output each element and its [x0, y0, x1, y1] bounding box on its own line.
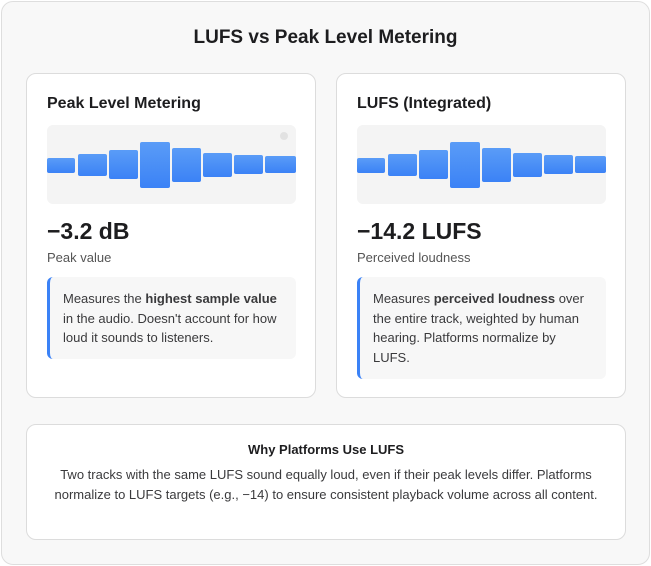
- meter-bar: [140, 142, 170, 188]
- meter-bar: [419, 150, 448, 179]
- meter-bar: [234, 155, 263, 174]
- why-title: Why Platforms Use LUFS: [247, 442, 405, 457]
- peak-value-label: Peak value: [47, 250, 112, 265]
- note-emphasis: perceived loudness: [433, 291, 556, 306]
- meter-bar: [544, 155, 573, 174]
- meter-bar: [450, 142, 480, 188]
- meter-bar: [575, 156, 606, 173]
- lufs-value: −14.2 LUFS: [357, 218, 482, 244]
- meter-bar: [78, 154, 107, 176]
- meter-bar: [513, 153, 542, 177]
- meter-bar: [357, 158, 385, 173]
- peak-meter-visual: [47, 125, 296, 204]
- drag-handle-icon: [280, 132, 288, 140]
- lufs-value-label: Perceived loudness: [357, 250, 471, 265]
- note-text: Measures the: [63, 291, 146, 306]
- note-emphasis: highest sample value: [145, 291, 277, 306]
- lufs-description: Measures perceived loudness over the ent…: [357, 277, 606, 379]
- peak-level-card: Peak Level Metering −3.2 dB Peak value M…: [26, 73, 316, 398]
- note-text: in the audio. Doesn't account for how lo…: [63, 310, 277, 346]
- meter-bar: [388, 154, 417, 176]
- peak-value: −3.2 dB: [47, 218, 130, 244]
- meter-bar: [172, 148, 201, 182]
- meter-bar: [109, 150, 138, 179]
- note-text: over the entire track, weighted by human…: [373, 291, 584, 365]
- meter-bar: [265, 156, 296, 173]
- page-title: LUFS vs Peak Level Metering: [193, 27, 458, 48]
- peak-description: Measures the highest sample value in the…: [47, 277, 296, 359]
- meter-bar: [203, 153, 232, 177]
- lufs-meter-visual: [357, 125, 606, 204]
- card-title: LUFS (Integrated): [357, 95, 492, 112]
- card-title: Peak Level Metering: [47, 95, 201, 112]
- meter-bar: [47, 158, 75, 173]
- meter-bar: [482, 148, 511, 182]
- note-text: Measures: [373, 291, 434, 306]
- why-platforms-panel: Why Platforms Use LUFS Two tracks with t…: [26, 424, 626, 540]
- why-text: Two tracks with the same LUFS sound equa…: [54, 467, 598, 502]
- lufs-card: LUFS (Integrated) −14.2 LUFS Perceived l…: [336, 73, 626, 398]
